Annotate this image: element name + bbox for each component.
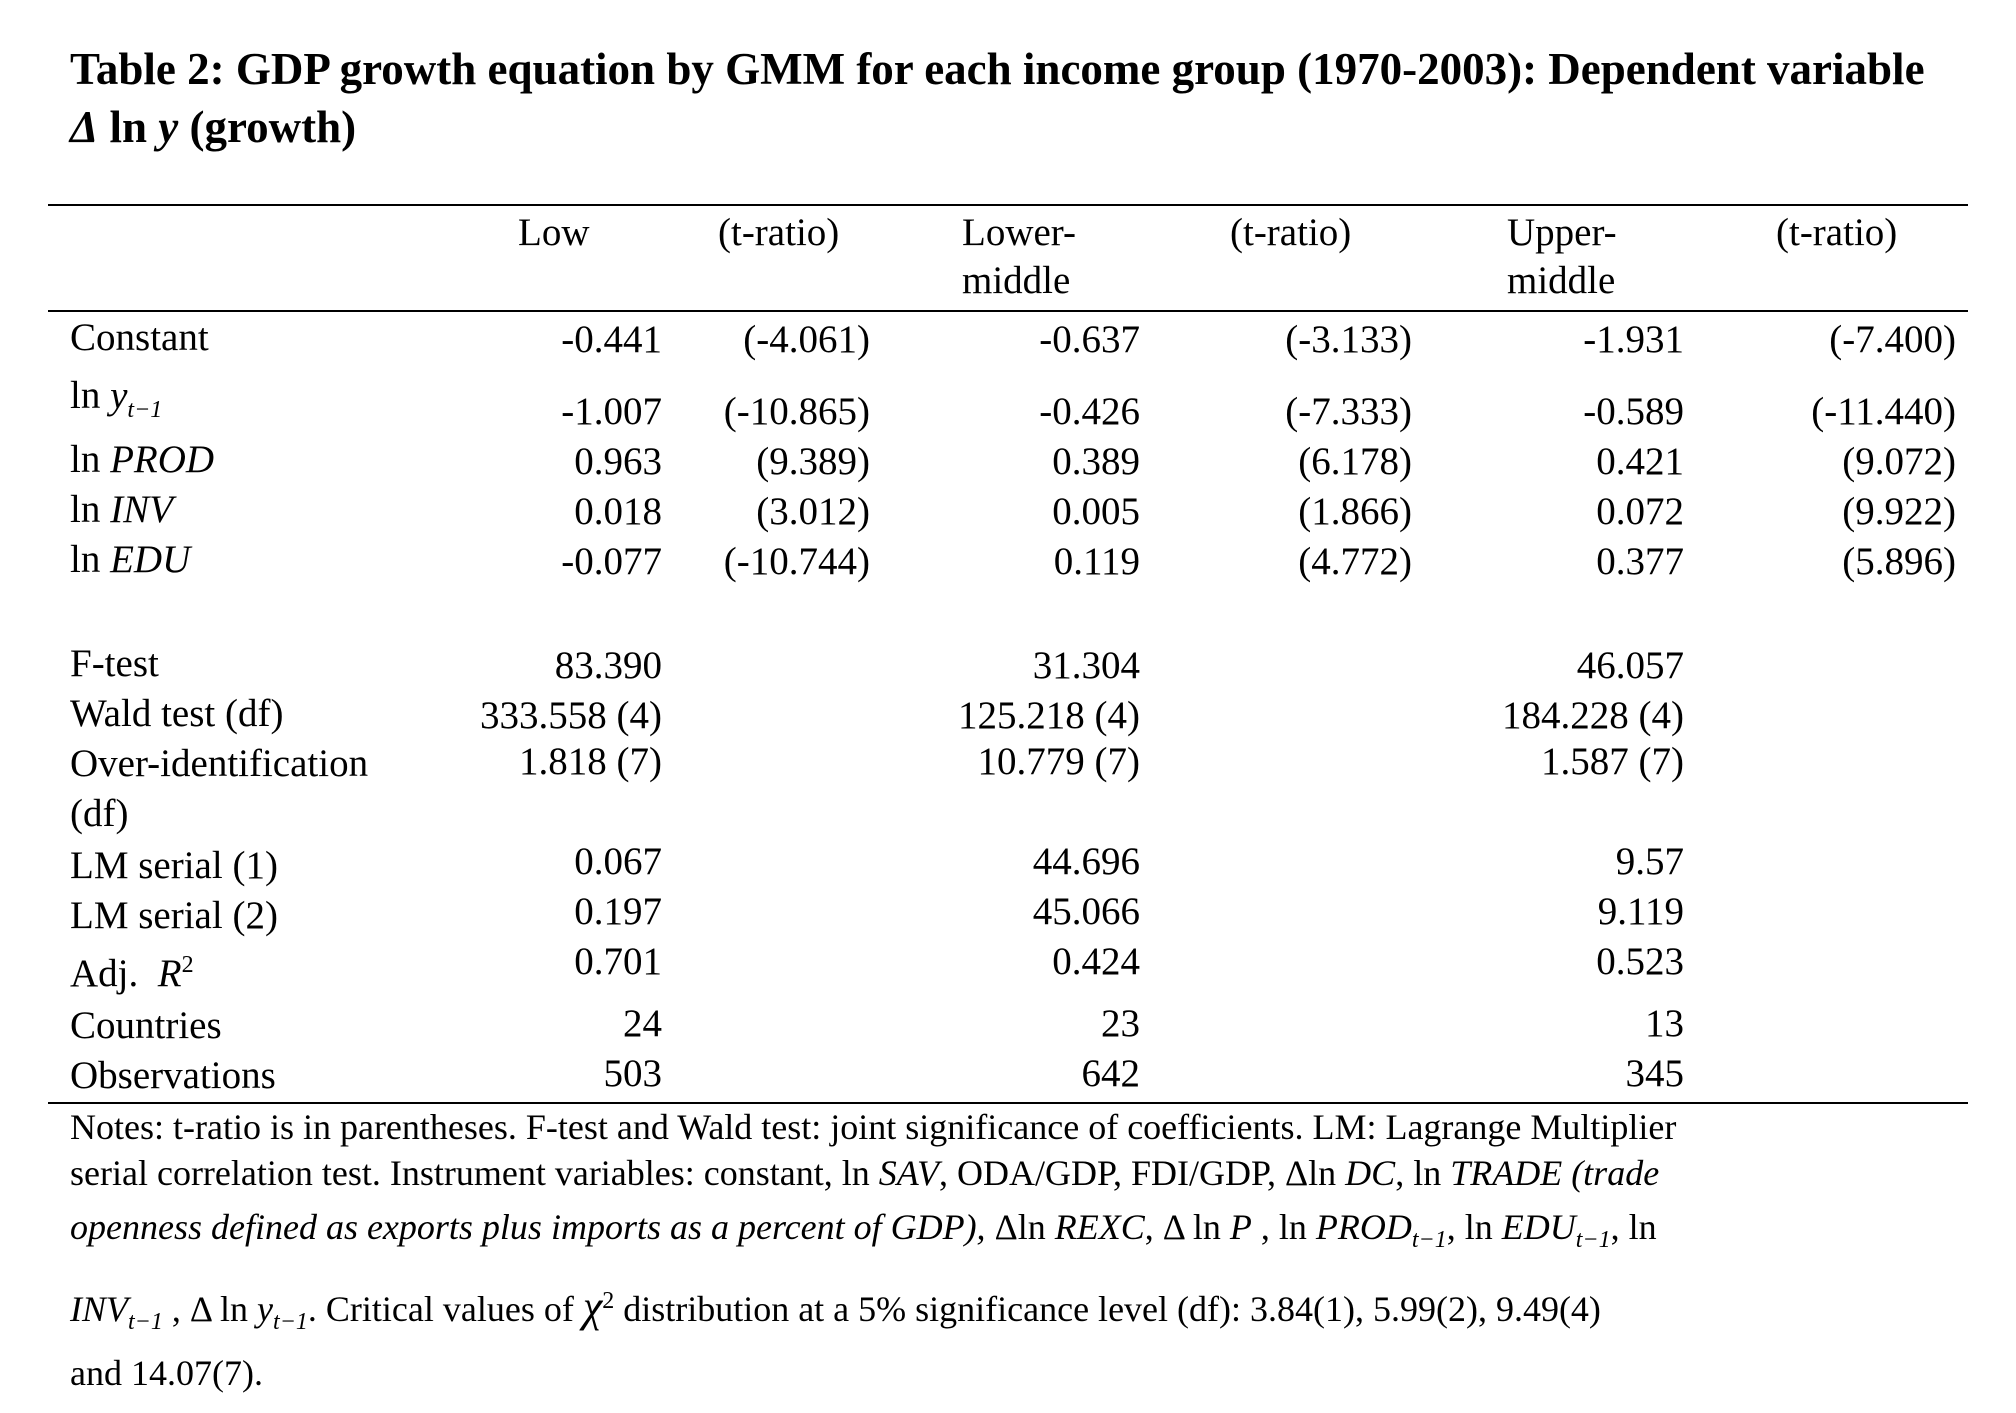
stat-label-adj-r2: Adj. R2	[70, 952, 194, 995]
stat-um: 0.523	[1596, 940, 1684, 983]
stat-label-over-id: Over-identification (df)	[70, 742, 369, 835]
table-notes: Notes: t-ratio is in parentheses. F-test…	[70, 1104, 1950, 1393]
stat-low: 0.067	[574, 840, 662, 883]
cell-lm-t: (6.178)	[1298, 440, 1412, 483]
cell-lm-t: (1.866)	[1298, 490, 1412, 533]
cell-um-t: (-7.400)	[1829, 318, 1956, 361]
cell-um-t: (-11.440)	[1811, 390, 1956, 433]
notes-line-3: openness defined as exports plus imports…	[70, 1207, 1657, 1254]
bottom-rule	[48, 1102, 1968, 1104]
stat-lm: 10.779 (7)	[977, 740, 1140, 783]
cell-lm-t: (4.772)	[1298, 540, 1412, 583]
stat-low: 83.390	[554, 644, 662, 687]
col-header-low: Low	[518, 211, 590, 254]
top-rule	[48, 204, 1968, 206]
title-text: Table 2: GDP growth equation by GMM for …	[70, 44, 1925, 94]
notes-line-1: Notes: t-ratio is in parentheses. F-test…	[70, 1107, 1677, 1147]
cell-low: 0.018	[574, 490, 662, 533]
row-label-constant: Constant	[70, 316, 209, 359]
cell-low-t: (9.389)	[756, 440, 870, 483]
stat-low: 1.818 (7)	[519, 740, 662, 783]
stat-label-f-test: F-test	[70, 642, 159, 685]
stat-low: 24	[623, 1002, 662, 1045]
table-title: Table 2: GDP growth equation by GMM for …	[70, 44, 1925, 152]
cell-low-t: (-10.865)	[723, 390, 870, 433]
title-suffix: (growth)	[189, 102, 357, 152]
stat-lm: 23	[1101, 1002, 1140, 1045]
cell-low-t: (-10.744)	[723, 540, 870, 583]
cell-lm: 0.389	[1052, 440, 1140, 483]
stat-um: 13	[1645, 1002, 1684, 1045]
notes-line-2: serial correlation test. Instrument vari…	[70, 1153, 1660, 1193]
stat-um: 1.587 (7)	[1541, 740, 1684, 783]
cell-lm: -0.426	[1039, 390, 1140, 433]
cell-um-t: (9.072)	[1842, 440, 1956, 483]
stat-um: 46.057	[1576, 644, 1684, 687]
header-rule	[48, 310, 1968, 312]
cell-lm: 0.119	[1053, 540, 1140, 583]
stat-label-wald: Wald test (df)	[70, 692, 284, 735]
stat-um: 9.57	[1615, 840, 1684, 883]
cell-um: 0.377	[1596, 540, 1684, 583]
notes-line-4: INVt−1 , Δ ln yt−1. Critical values of χ…	[70, 1282, 1601, 1336]
stat-um: 184.228 (4)	[1502, 694, 1684, 737]
cell-lm: -0.637	[1039, 318, 1140, 361]
cell-um-t: (9.922)	[1842, 490, 1956, 533]
row-label-ln-edu: ln EDU	[70, 538, 191, 581]
stat-label-observations: Observations	[70, 1054, 276, 1097]
notes-line-5: and 14.07(7).	[70, 1353, 263, 1393]
row-label-ln-prod: ln PROD	[70, 438, 215, 481]
row-label-ln-inv: ln INV	[70, 488, 173, 531]
cell-low: -0.441	[561, 318, 662, 361]
cell-lm-t: (-3.133)	[1285, 318, 1412, 361]
cell-um: -0.589	[1583, 390, 1684, 433]
cell-low: 0.963	[574, 440, 662, 483]
stat-lm: 0.424	[1052, 940, 1140, 983]
col-header-t3: (t-ratio)	[1776, 211, 1898, 254]
stat-low: 0.701	[574, 940, 662, 983]
stat-lm: 31.304	[1032, 644, 1140, 687]
cell-low: -1.007	[561, 390, 662, 433]
cell-lm-t: (-7.333)	[1285, 390, 1412, 433]
cell-low-t: (-4.061)	[743, 318, 870, 361]
stat-low: 333.558 (4)	[480, 694, 662, 737]
col-header-lower-middle: Lower- middle	[962, 211, 1076, 302]
stat-lm: 642	[1081, 1052, 1141, 1095]
stat-lm: 45.066	[1032, 890, 1140, 933]
cell-um: -1.931	[1583, 318, 1684, 361]
stat-lm: 125.218 (4)	[958, 694, 1140, 737]
cell-um: 0.072	[1596, 490, 1684, 533]
stat-lm: 44.696	[1032, 840, 1140, 883]
cell-low: -0.077	[561, 540, 662, 583]
stat-label-lm1: LM serial (1)	[70, 844, 278, 887]
stat-um: 9.119	[1597, 890, 1684, 933]
cell-lm: 0.005	[1052, 490, 1140, 533]
stat-low: 0.197	[574, 890, 662, 933]
cell-um-t: (5.896)	[1842, 540, 1956, 583]
stat-label-lm2: LM serial (2)	[70, 894, 278, 937]
stat-um: 345	[1625, 1052, 1685, 1095]
cell-um: 0.421	[1596, 440, 1684, 483]
col-header-t1: (t-ratio)	[718, 211, 840, 254]
row-label-ln-y-lag: ln yt−1	[70, 374, 163, 423]
col-header-upper-middle: Upper- middle	[1507, 211, 1617, 302]
stat-label-countries: Countries	[70, 1004, 222, 1047]
cell-low-t: (3.012)	[756, 490, 870, 533]
stat-low: 503	[603, 1052, 663, 1095]
title-variable: Δ	[70, 102, 99, 152]
col-header-t2: (t-ratio)	[1230, 211, 1352, 254]
